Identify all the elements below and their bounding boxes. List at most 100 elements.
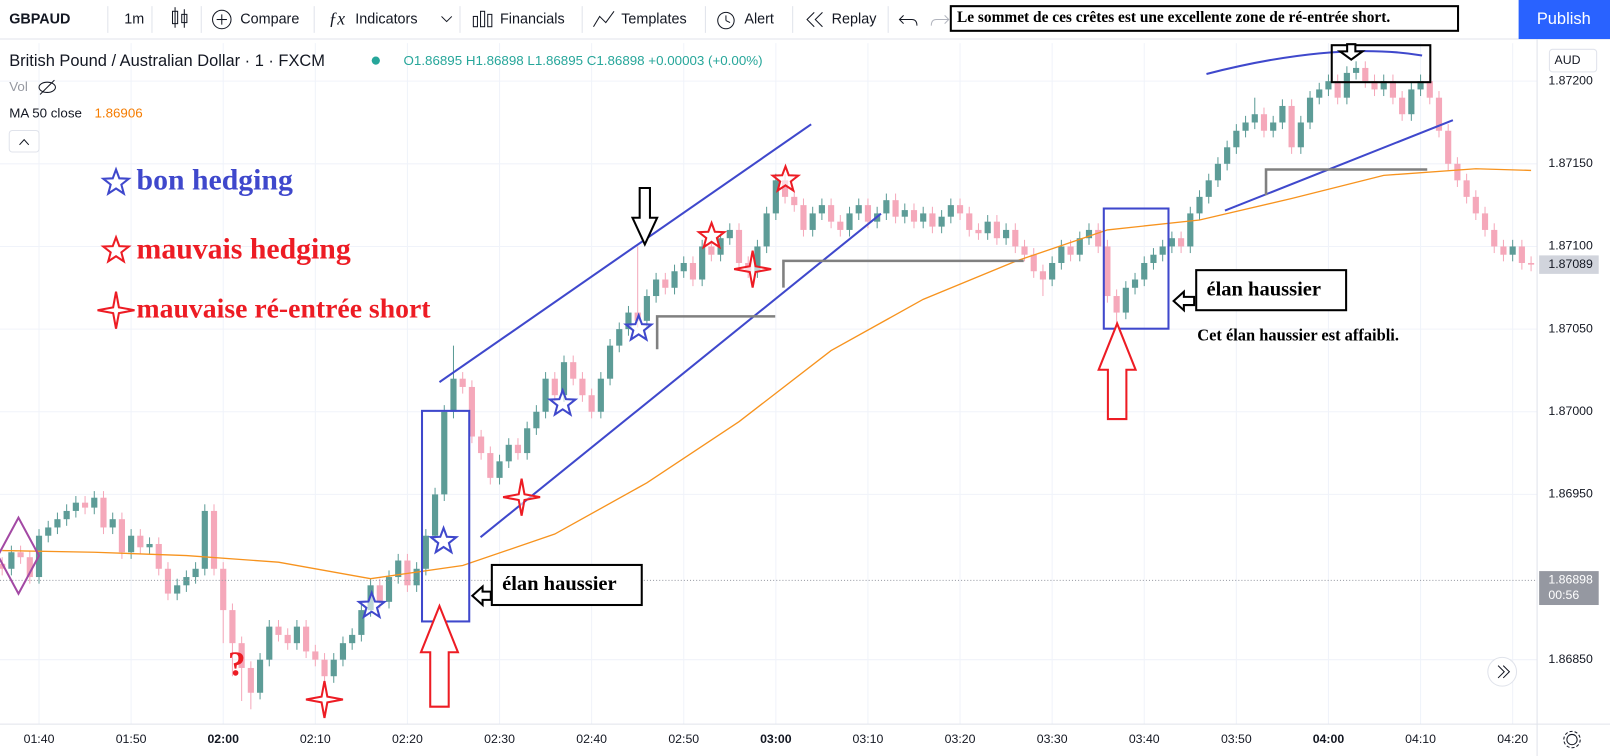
bad-star	[100, 234, 132, 264]
candle-body	[1435, 97, 1443, 131]
candle-body	[505, 444, 512, 462]
candle-body	[128, 535, 135, 553]
x-tick-label: 03:00	[760, 732, 792, 746]
trend-line	[479, 212, 882, 539]
candle-body	[533, 411, 540, 429]
scroll-button[interactable]	[1487, 656, 1518, 687]
candle-body	[468, 386, 475, 437]
candle-body	[266, 626, 273, 660]
candle-body	[947, 205, 954, 217]
hide-icon[interactable]	[38, 79, 56, 95]
candle-body	[137, 535, 144, 548]
level-line	[655, 315, 776, 350]
ma-line	[2, 168, 1532, 580]
candle-body	[910, 210, 918, 222]
candle-body	[763, 213, 770, 247]
candle-body	[837, 221, 844, 230]
bad-star	[696, 219, 728, 250]
settings-icon[interactable]	[1563, 730, 1581, 749]
trend-line	[1224, 119, 1454, 212]
candle-body	[1454, 163, 1461, 181]
templates-icon[interactable]	[593, 10, 615, 27]
candle-body	[606, 345, 614, 379]
candle-body	[1085, 229, 1093, 239]
candle-body	[1214, 163, 1222, 181]
dropdown-icon[interactable]	[441, 16, 453, 23]
candle-body	[487, 453, 494, 478]
candle-body	[220, 568, 227, 611]
collapse-icon[interactable]	[19, 138, 30, 146]
x-tick-label: 04:20	[1497, 732, 1528, 746]
good-star	[623, 312, 655, 342]
alert-icon[interactable]	[717, 11, 735, 30]
currency[interactable]: AUD	[1555, 53, 1581, 67]
current-price: 1.86898	[1548, 573, 1593, 587]
toolbar-item[interactable]: Replay	[832, 11, 878, 27]
candle-body	[929, 213, 936, 227]
bad-star	[769, 163, 802, 193]
candle-body	[1279, 105, 1286, 123]
candle-body	[303, 626, 310, 652]
candle-body	[828, 205, 835, 222]
legend-title: British Pound / Australian Dollar · 1 · …	[9, 52, 325, 70]
candle-body	[1205, 180, 1212, 197]
candle-body	[229, 610, 236, 644]
candle-body	[791, 196, 798, 206]
collapse-button[interactable]	[8, 129, 40, 153]
candle-body	[588, 395, 595, 412]
toolbar-item[interactable]: Alert	[744, 11, 774, 27]
candle-body	[1030, 254, 1037, 272]
candle-body	[1095, 229, 1102, 247]
toolbar-item[interactable]: Templates	[621, 11, 686, 27]
candle-body	[1334, 81, 1341, 98]
candle-body	[441, 411, 448, 495]
candle-body	[81, 502, 89, 508]
publish-button[interactable]	[1518, 0, 1610, 40]
y-tick-label: 1.87000	[1548, 404, 1593, 418]
replay-icon[interactable]	[806, 11, 823, 28]
fx-icon[interactable]: ƒx	[329, 9, 346, 29]
toolbar-item[interactable]: Indicators	[355, 11, 417, 27]
symbol[interactable]: GBPAUD	[9, 11, 70, 27]
toolbar-item[interactable]: Financials	[500, 11, 565, 27]
candle-body	[26, 557, 33, 578]
undo-icon[interactable]	[898, 15, 918, 26]
toolbar-item[interactable]: Compare	[240, 11, 299, 27]
candle-body	[45, 527, 52, 536]
candle-body	[1076, 238, 1083, 255]
x-tick-label: 02:30	[484, 732, 515, 746]
candle-body	[1371, 81, 1378, 90]
candle-body	[1426, 81, 1433, 98]
financials-icon[interactable]	[472, 10, 493, 28]
interval[interactable]: 1m	[124, 11, 144, 27]
redo-icon[interactable]	[930, 15, 950, 26]
reentry-star	[97, 291, 135, 329]
vol-label: Vol	[9, 79, 28, 94]
candle-body	[1481, 213, 1489, 230]
scroll-icon[interactable]	[1497, 665, 1511, 679]
compare-icon[interactable]	[212, 9, 232, 30]
y-tick-label: 1.86850	[1548, 652, 1593, 666]
candle-body	[938, 216, 945, 227]
candle-body	[450, 378, 457, 412]
candle-body	[8, 552, 15, 569]
candle-body	[72, 502, 79, 511]
x-tick-label: 03:30	[1037, 732, 1068, 746]
candle-body	[1003, 229, 1010, 239]
publish-label[interactable]: Publish	[1537, 10, 1591, 28]
candle-icon[interactable]	[171, 7, 188, 28]
zone-box	[1102, 207, 1170, 330]
candle-body	[781, 180, 789, 197]
y-tick-label: 1.86950	[1548, 487, 1593, 501]
callout-box	[1195, 269, 1348, 312]
candle-body	[201, 510, 208, 569]
candle-body	[210, 510, 218, 569]
candle-body	[754, 246, 761, 272]
countdown: 00:56	[1548, 588, 1579, 602]
candle-body	[1528, 262, 1535, 265]
currency-button[interactable]	[1548, 48, 1598, 73]
candle-body	[91, 497, 98, 508]
candle-body	[1306, 97, 1314, 123]
candle-body	[726, 229, 733, 239]
